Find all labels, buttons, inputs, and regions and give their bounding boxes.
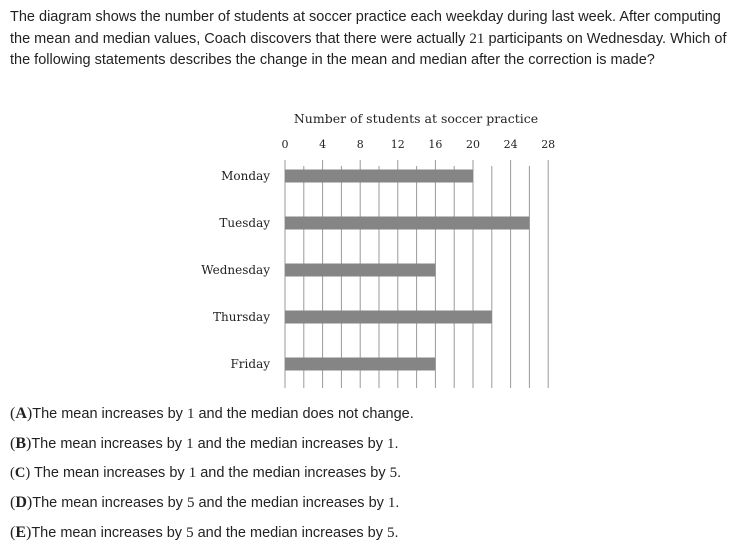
question-part1: The diagram shows the number of students… xyxy=(10,9,721,47)
category-label: Tuesday xyxy=(219,216,270,230)
x-tick-label: 20 xyxy=(466,138,480,151)
category-label: Thursday xyxy=(213,310,270,324)
bar-friday xyxy=(285,357,436,371)
choice-b[interactable]: (B)The mean increases by 1 and the media… xyxy=(10,435,399,452)
x-tick-label: 8 xyxy=(357,138,364,151)
bar-tuesday xyxy=(285,216,530,230)
category-label: Wednesday xyxy=(201,263,270,277)
bar-thursday xyxy=(285,310,492,324)
choice-d-text: The mean increases by xyxy=(32,495,187,511)
choice-d-letter: (D) xyxy=(10,494,33,511)
x-tick-label: 12 xyxy=(391,138,405,151)
question-value: 21 xyxy=(469,30,485,47)
bars xyxy=(285,169,530,371)
x-tick-labels: 0 4 8 12 16 20 24 28 xyxy=(282,138,556,151)
choice-c-text: The mean increases by xyxy=(30,465,189,481)
category-label: Monday xyxy=(221,169,270,183)
category-label: Friday xyxy=(230,357,270,371)
x-tick-label: 24 xyxy=(504,138,518,151)
x-tick-label: 28 xyxy=(541,138,555,151)
choice-c[interactable]: (C) The mean increases by 1 and the medi… xyxy=(10,465,402,481)
category-labels: Monday Tuesday Wednesday Thursday Friday xyxy=(201,169,270,371)
x-tick-label: 16 xyxy=(428,138,442,151)
choice-a-text: The mean increases by xyxy=(32,406,187,422)
choice-e[interactable]: (E)The mean increases by 5 and the media… xyxy=(10,524,399,541)
choice-e-text: The mean increases by xyxy=(31,525,187,541)
choice-e-letter: (E) xyxy=(10,524,32,541)
choice-c-letter: (C) xyxy=(10,465,31,481)
x-tick-label: 4 xyxy=(319,138,326,151)
x-tick-label: 0 xyxy=(282,138,289,151)
choice-d[interactable]: (D)The mean increases by 5 and the media… xyxy=(10,494,400,511)
choice-a-letter: (A) xyxy=(10,405,33,422)
bar-wednesday xyxy=(285,263,436,277)
bar-monday xyxy=(285,169,473,183)
chart-title: Number of students at soccer practice xyxy=(294,111,538,126)
choice-a[interactable]: (A)The mean increases by 1 and the media… xyxy=(10,405,414,422)
choice-b-text: The mean increases by xyxy=(31,436,187,452)
choice-b-letter: (B) xyxy=(10,435,32,452)
question-text: The diagram shows the number of students… xyxy=(10,7,730,72)
question-part2: participants on Wednesday. Which of the … xyxy=(10,30,727,69)
bar-chart: Number of students at soccer practice 0 4… xyxy=(201,111,556,388)
